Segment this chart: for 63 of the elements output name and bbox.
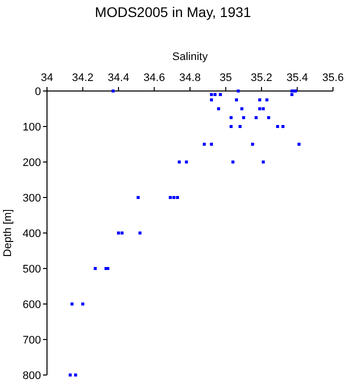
y-axis-title: Depth [m] [2,209,14,257]
point [74,374,78,376]
y-tick-label: 200 [22,156,41,169]
point [230,125,233,128]
x-tick-label: 34.6 [144,72,165,84]
x-tick-label: 35 [220,72,232,84]
point [214,93,217,96]
point [68,374,72,376]
point [231,160,234,164]
point [281,125,284,128]
point [258,107,262,110]
point [202,142,206,146]
point [168,196,172,199]
point [290,93,294,96]
y-tick-label: 500 [22,263,41,276]
point [94,267,97,270]
point [276,125,280,128]
point [236,90,240,92]
x-tick-label: 34.8 [179,72,201,84]
point [265,98,268,102]
y-tick-label: 0 [34,86,41,98]
point [81,302,84,306]
point [262,107,265,110]
point [298,142,301,146]
y-tick-label: 600 [22,298,41,311]
point [251,142,254,146]
point [210,93,213,96]
point [240,107,244,110]
point [234,98,238,102]
x-tick-label: 34.2 [72,72,94,84]
point [112,90,115,92]
y-tick-label: 100 [22,121,41,134]
point [217,107,220,110]
point [238,125,242,128]
point [178,160,181,164]
y-tick-label: 400 [22,228,41,240]
y-tick-label: 800 [22,370,41,382]
point [210,98,213,102]
point [70,302,74,306]
x-tick-label: 35.6 [322,72,344,84]
point [136,196,140,199]
point [176,196,179,199]
chart-title: MODS2005 in May, 1931 [94,4,252,20]
point [172,196,176,199]
point [210,142,213,146]
point [262,160,265,164]
y-tick-label: 300 [22,192,41,204]
point [184,160,188,164]
x-tick-label: 34.4 [108,72,130,84]
x-tick-label: 34 [40,72,54,84]
point [117,232,120,234]
point [218,93,222,96]
point [230,116,233,120]
point [242,116,246,120]
point [254,116,258,120]
point [120,232,124,234]
x-axis-title: Salinity [172,51,208,63]
x-tick-label: 35.2 [250,72,272,84]
y-tick-label: 700 [22,334,41,346]
point [267,116,270,120]
point [138,232,142,234]
x-tick-label: 35.4 [286,72,308,84]
point [258,98,262,102]
